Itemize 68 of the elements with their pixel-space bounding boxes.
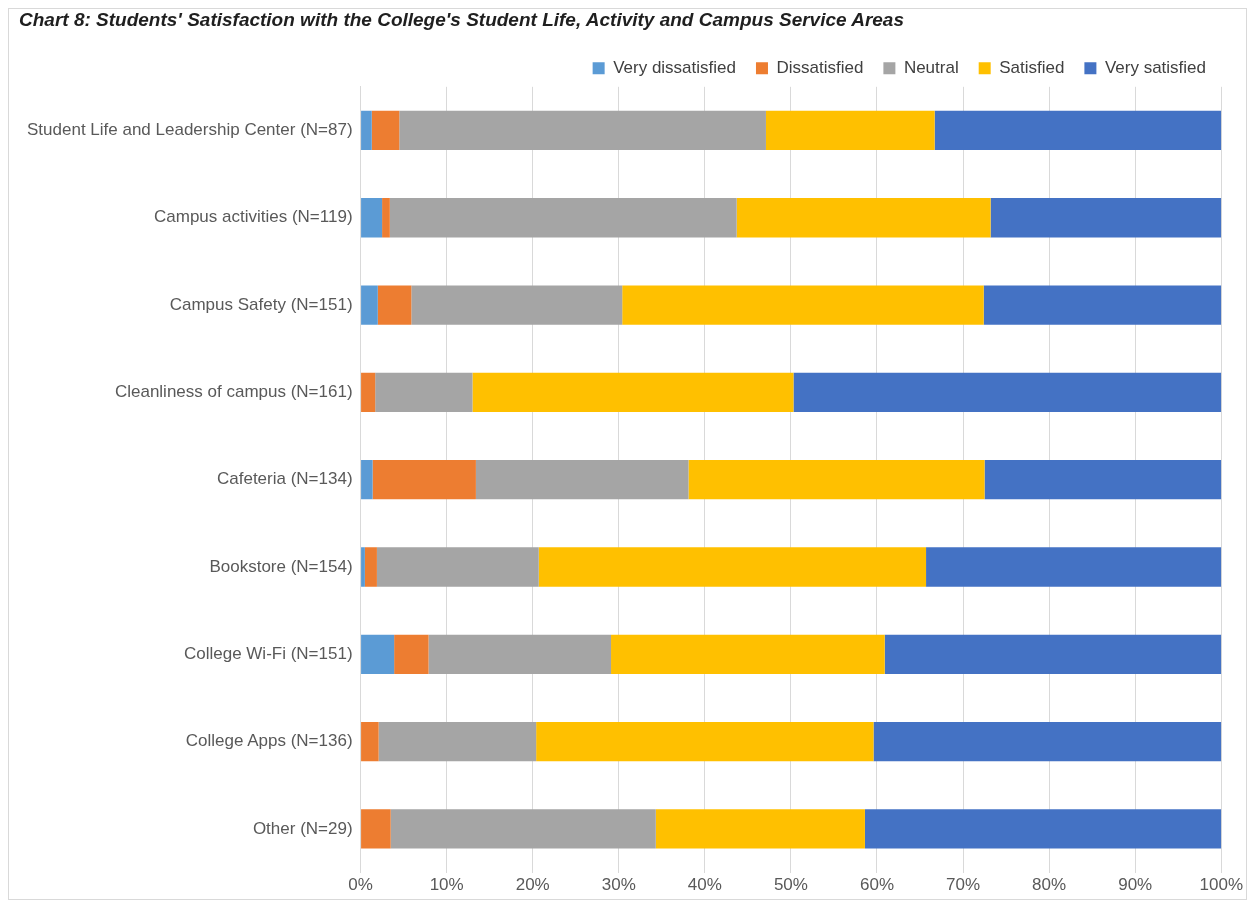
- bar: [376, 547, 539, 587]
- bar: [372, 460, 476, 500]
- bar: [688, 460, 985, 500]
- y-tick-label: Cafeteria (N=134): [216, 469, 353, 489]
- bar: [736, 198, 991, 238]
- bar: [926, 547, 1222, 587]
- bar: [934, 110, 1222, 151]
- y-tick-label: College Apps (N=136): [185, 731, 353, 751]
- bar: [361, 372, 376, 413]
- legend-label: Satisfied: [999, 57, 1065, 77]
- bar: [983, 285, 1222, 325]
- x-tick-label: 50%: [773, 875, 808, 895]
- chart-title: Chart 8: Students' Satisfaction with the College's Student Life, Activity and Campus Service Areas: [19, 8, 904, 30]
- x-tick-label: 40%: [687, 875, 722, 895]
- bar: [864, 809, 1222, 849]
- bar: [361, 547, 365, 587]
- x-tick-label: 20%: [515, 875, 550, 895]
- x-tick-label: 30%: [601, 875, 636, 895]
- bar: [399, 110, 766, 151]
- y-tick-label: Other (N=29): [252, 818, 353, 838]
- x-tick-label: 90%: [1118, 875, 1153, 895]
- x-tick-label: 70%: [946, 875, 981, 895]
- bar: [428, 634, 612, 674]
- y-tick-label: Bookstore (N=154): [209, 556, 353, 576]
- bar: [361, 634, 395, 674]
- bar: [377, 285, 412, 325]
- x-tick-label: 100%: [1199, 875, 1243, 895]
- bar: [873, 721, 1222, 762]
- bar: [611, 634, 885, 674]
- y-tick-label: Student Life and Leadership Center (N=87): [27, 120, 353, 140]
- legend-label: Neutral: [903, 57, 959, 77]
- bar: [984, 460, 1222, 500]
- bar: [884, 634, 1222, 674]
- bar: [411, 285, 623, 325]
- x-tick-label: 60%: [859, 875, 894, 895]
- bar: [361, 809, 391, 849]
- x-tick-label: 0%: [348, 875, 373, 895]
- bar: [364, 547, 377, 587]
- bar: [475, 460, 689, 500]
- bar: [361, 285, 378, 325]
- legend-label: Very satisfied: [1104, 57, 1207, 77]
- bar: [389, 198, 737, 238]
- bar: [361, 198, 383, 238]
- x-tick-label: 80%: [1032, 875, 1067, 895]
- bar: [472, 372, 794, 413]
- bar: [371, 110, 400, 151]
- bar: [390, 809, 656, 849]
- bar: [536, 721, 874, 762]
- bar: [394, 634, 429, 674]
- bar: [765, 110, 935, 151]
- bar: [382, 198, 390, 238]
- bar: [361, 460, 373, 500]
- legend-label: Very dissatisfied: [613, 57, 736, 77]
- bar: [361, 110, 372, 151]
- bar: [622, 285, 984, 325]
- legend-label: Dissatisfied: [776, 57, 864, 77]
- bar: [538, 547, 927, 587]
- y-tick-label: Cleanliness of campus (N=161): [114, 382, 353, 402]
- bar: [378, 721, 537, 762]
- y-tick-label: Campus Safety (N=151): [169, 294, 353, 314]
- bar: [655, 809, 865, 849]
- bar: [990, 198, 1222, 238]
- y-tick-label: College Wi-Fi (N=151): [183, 644, 353, 664]
- x-tick-label: 10%: [429, 875, 464, 895]
- bar: [793, 372, 1222, 413]
- bar: [361, 721, 379, 762]
- y-tick-label: Campus activities (N=119): [154, 207, 353, 227]
- bar: [375, 372, 473, 413]
